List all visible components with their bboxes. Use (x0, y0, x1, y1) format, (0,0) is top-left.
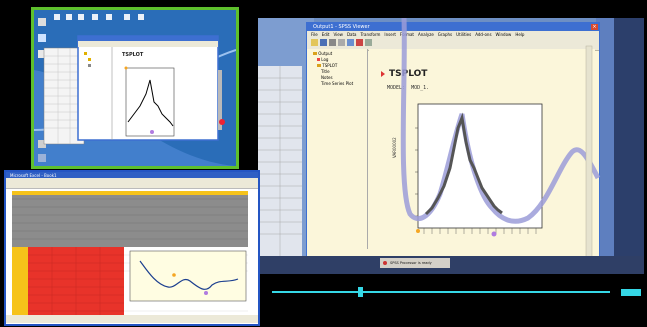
menu-item-graphs[interactable]: Graphs (437, 32, 453, 37)
tree-item-chart[interactable]: Time Series Plot (321, 81, 354, 86)
tree-item-tsplot[interactable]: TSPLOT (307, 62, 367, 68)
taskbar-button[interactable] (380, 258, 450, 268)
menu-item-addons[interactable]: Add-ons (475, 32, 492, 37)
window-title: Output1 - SPSS Viewer (313, 24, 370, 30)
tree-item-notes[interactable]: Notes (321, 75, 333, 80)
tsplot-heading: TSPLOT (381, 69, 427, 79)
volume-bar[interactable] (621, 289, 641, 296)
menu-item-window[interactable]: Window (495, 32, 512, 37)
menu-item-transform[interactable]: Transform (360, 32, 381, 37)
excel-title-bar: Microsoft Excel - Book1 (6, 172, 258, 178)
goto-data-icon[interactable] (356, 39, 363, 46)
desktop-screenshot-canvas (34, 14, 236, 166)
menu-item-help[interactable]: Help (515, 32, 525, 37)
desktop-icons (38, 18, 46, 162)
print-icon[interactable] (329, 39, 336, 46)
excel-screenshot: Microsoft Excel - Book1 (4, 170, 260, 326)
excel-toolbar (6, 178, 258, 189)
menu-item-file[interactable]: File (311, 32, 318, 37)
arrow-icon (381, 71, 385, 77)
insert-icon[interactable] (365, 39, 372, 46)
x-ticks (423, 228, 537, 234)
menu-item-view[interactable]: View (333, 32, 343, 37)
excel-grid-canvas (6, 191, 258, 323)
excel-series-line (139, 260, 239, 290)
menu-item-edit[interactable]: Edit (321, 32, 330, 37)
main-screenshot: Output1 - SPSS Viewer × File Edit View D… (258, 18, 644, 274)
orange-marker[interactable] (416, 229, 420, 233)
menu-bar: File Edit View Data Transform Insert For… (307, 31, 599, 38)
tree-item-log[interactable]: Log (307, 56, 367, 62)
video-progress-knob[interactable] (357, 287, 363, 297)
menu-item-utilities[interactable]: Utilities (456, 32, 472, 37)
top-left-chart-title: TSPLOT (122, 52, 144, 58)
open-icon[interactable] (311, 39, 318, 46)
top-left-screenshot: TSPLOT (31, 7, 239, 169)
menu-item-insert[interactable]: Insert (384, 32, 396, 37)
outline-pane: Output Log TSPLOT Title Notes Time Serie… (307, 49, 368, 249)
menu-item-format[interactable]: Format (399, 32, 415, 37)
menu-item-analyze[interactable]: Analyze (418, 32, 434, 37)
folder-icon (313, 52, 317, 55)
excel-window-title: Microsoft Excel - Book1 (10, 172, 57, 178)
series-line (424, 112, 503, 216)
save-icon[interactable] (320, 39, 327, 46)
tree-item-title[interactable]: Title (321, 69, 330, 74)
title-bar: Output1 - SPSS Viewer × (307, 23, 599, 31)
preview-icon[interactable] (338, 39, 345, 46)
purple-marker[interactable] (491, 231, 497, 237)
main-background-canvas (258, 18, 644, 274)
mini-series-line (127, 79, 174, 127)
chart-title: TSPLOT (389, 69, 428, 79)
tree-item-output[interactable]: Output (307, 49, 367, 56)
embedded-chart[interactable] (129, 250, 247, 302)
taskbar-text: SPSS Processor is ready (390, 261, 432, 265)
viewer-scrollbar[interactable] (585, 45, 593, 259)
y-ticks (415, 127, 418, 217)
video-progress-track[interactable] (272, 291, 610, 293)
model-line: MODEL: MOD_1. (387, 85, 430, 91)
main-chart-canvas (258, 18, 644, 274)
close-icon[interactable]: × (591, 24, 598, 30)
y-axis-label: VAR00002 (392, 137, 397, 158)
folder-icon (317, 64, 321, 67)
export-icon[interactable] (347, 39, 354, 46)
menu-item-data[interactable]: Data (346, 32, 357, 37)
log-icon (317, 58, 320, 61)
